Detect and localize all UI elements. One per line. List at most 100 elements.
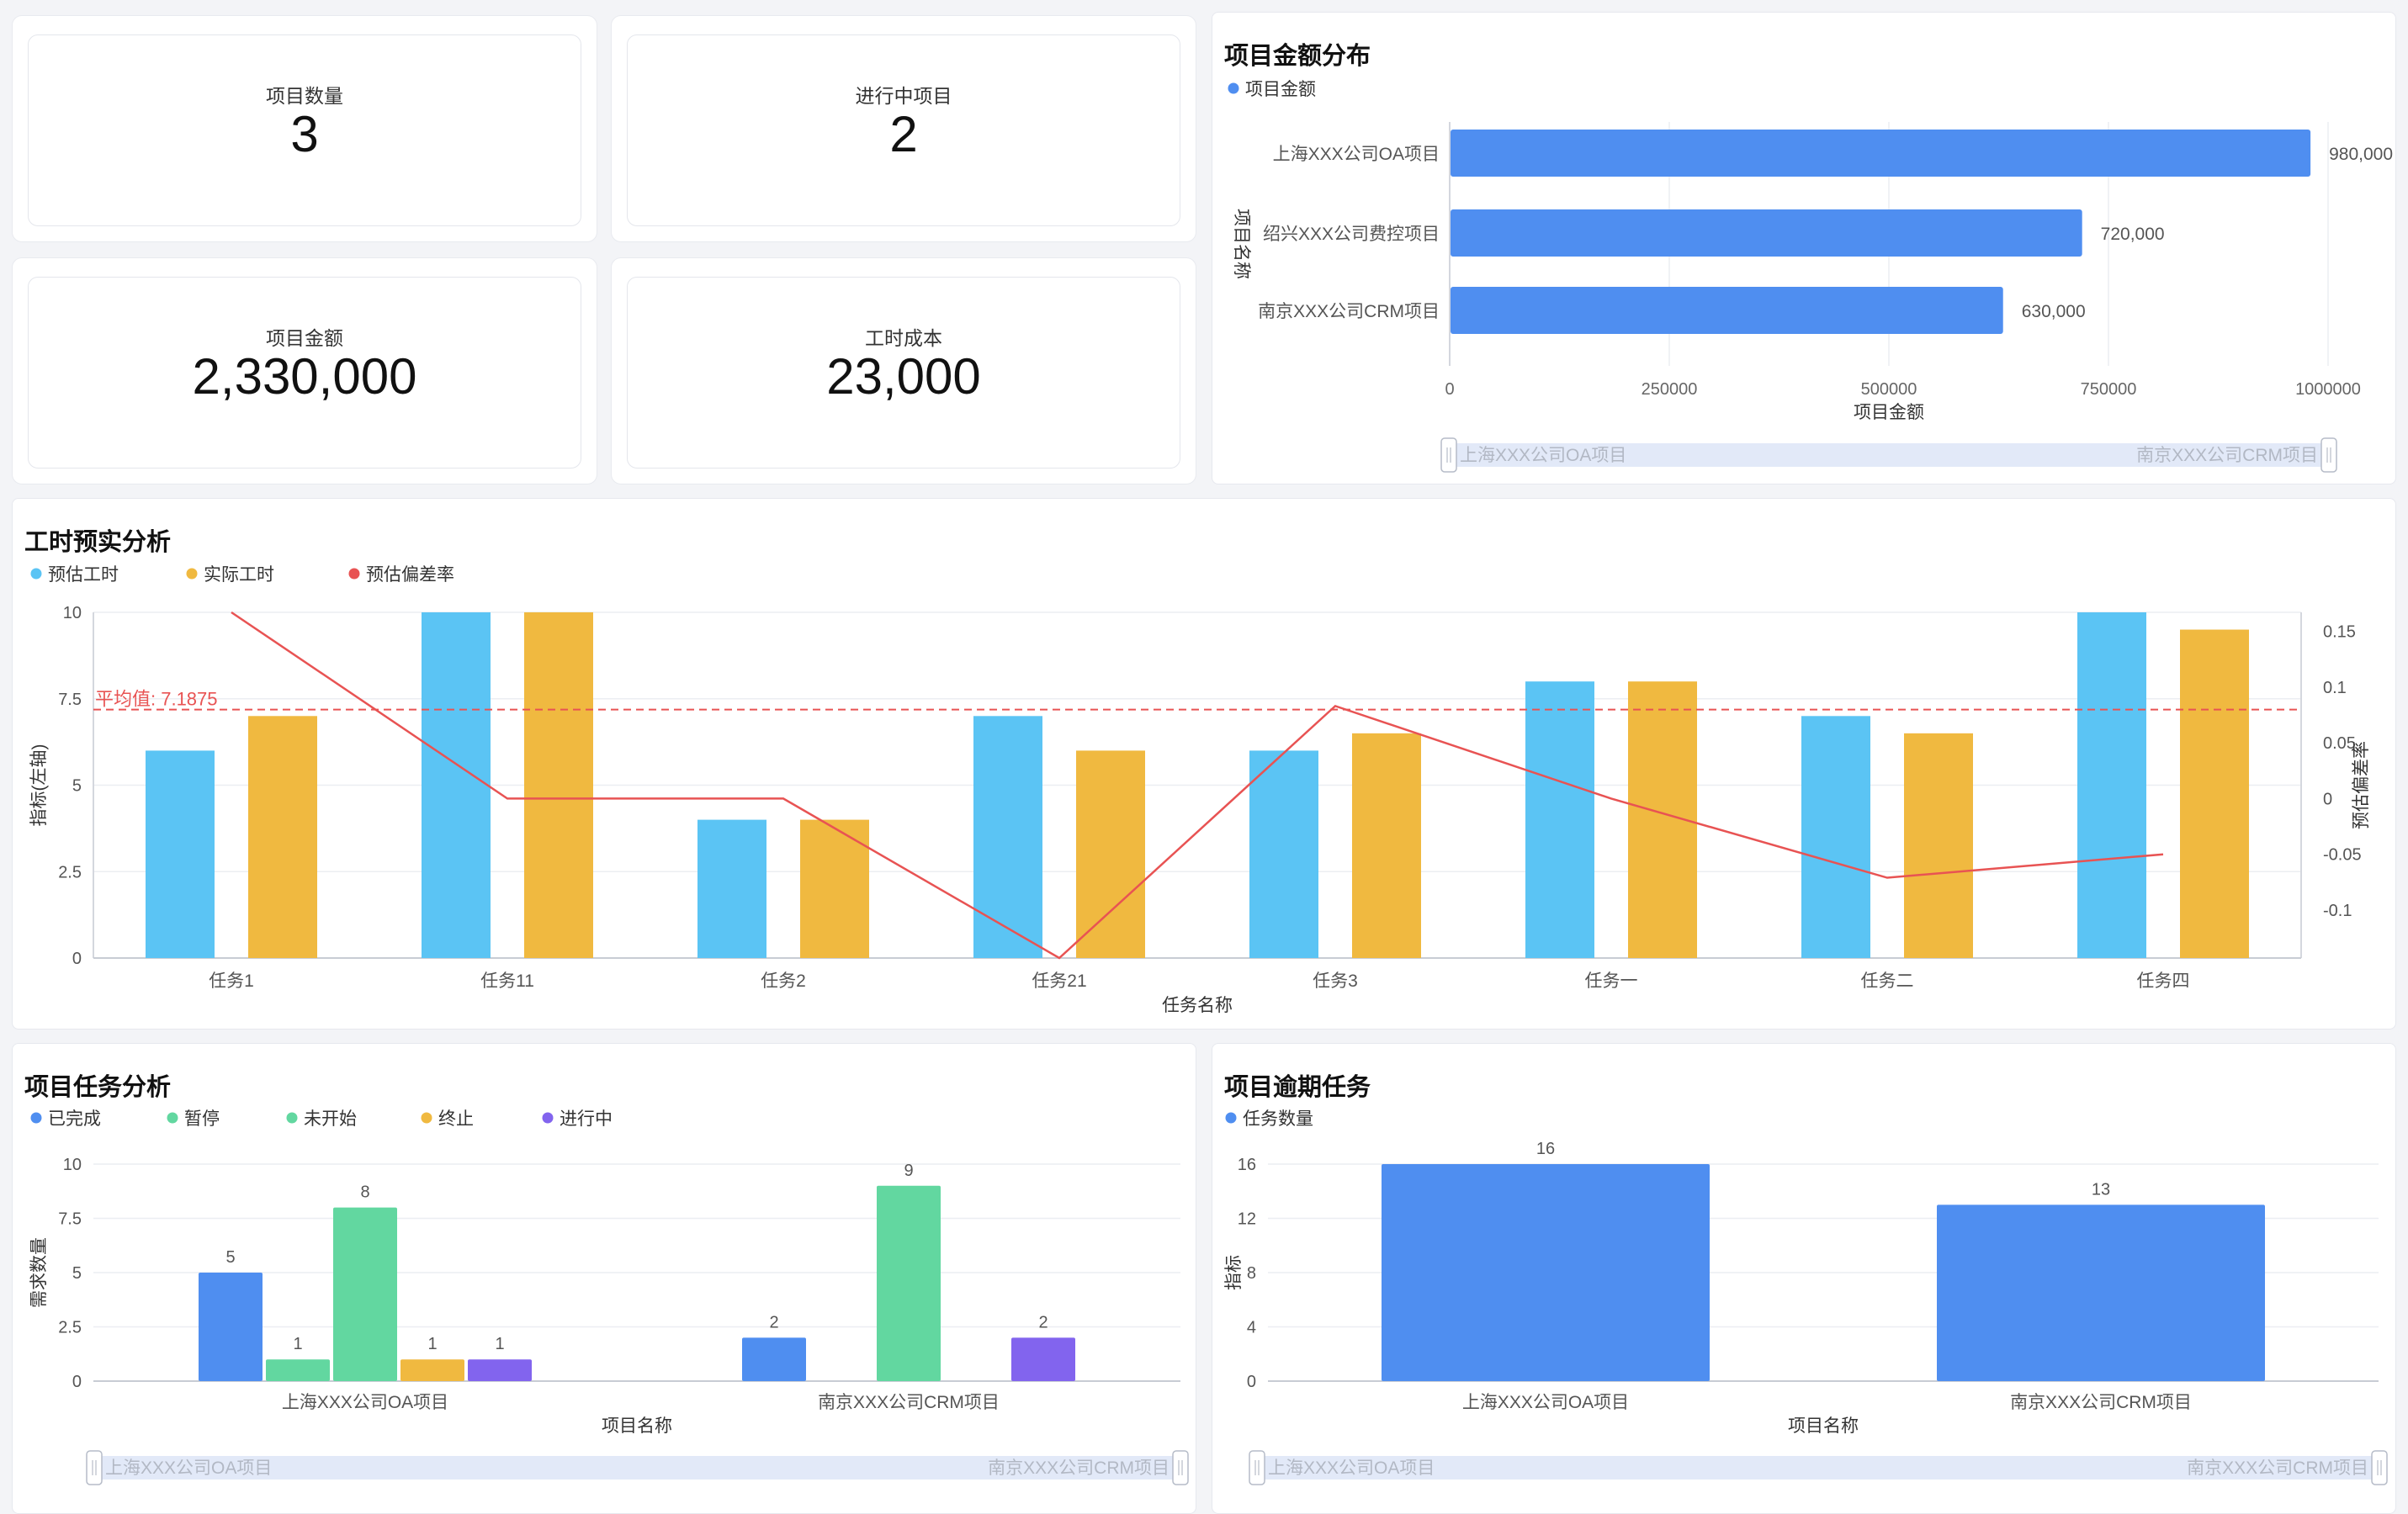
legend-marker bbox=[167, 1112, 178, 1124]
zoom-end-label: 南京XXX公司CRM项目 bbox=[2187, 1458, 2368, 1478]
bar bbox=[1801, 716, 1870, 958]
x-tick-label: 1000000 bbox=[2295, 380, 2361, 399]
legend-label: 预估偏差率 bbox=[366, 565, 454, 585]
legend-marker bbox=[348, 568, 360, 580]
y-axis-title: 指标(左轴) bbox=[29, 744, 49, 827]
x-tick-label: 上海XXX公司OA项目 bbox=[282, 1393, 448, 1412]
y-axis-title: 指标 bbox=[1224, 1255, 1244, 1290]
y-tick-label: 5 bbox=[72, 1264, 82, 1283]
y-category-label: 绍兴XXX公司费控项目 bbox=[1263, 225, 1440, 244]
bar bbox=[2180, 629, 2249, 958]
bar bbox=[1249, 750, 1318, 958]
zoom-start-label: 上海XXX公司OA项目 bbox=[1268, 1458, 1435, 1478]
bar bbox=[266, 1359, 330, 1381]
panel-overdue: 项目逾期任务 任务数量 0 4 8 12 16 16 上海XXX公司OA项目 13 南京XXX公司… bbox=[1212, 1043, 2396, 1514]
y-tick-label: 4 bbox=[1247, 1319, 1256, 1337]
x-tick-label: 任务四 bbox=[2137, 971, 2190, 991]
kpi-card-inner bbox=[28, 34, 581, 226]
y-tick-label: 10 bbox=[63, 604, 82, 622]
y-right-axis-title: 预估偏差率 bbox=[2352, 741, 2371, 829]
bar bbox=[1937, 1204, 2265, 1381]
y-tick-label: 0 bbox=[1247, 1373, 1256, 1391]
overdue-chart: 任务数量048121616上海XXX公司OA项目13南京XXX公司CRM项目项目… bbox=[1224, 1109, 2388, 1485]
bar bbox=[199, 1273, 263, 1381]
panel-amount: 项目金额分布 项目金额 0 250000 500000 750000 1000000 上海X… bbox=[1212, 12, 2396, 484]
bar bbox=[146, 750, 215, 958]
y-axis-title: 项目名称 bbox=[1232, 209, 1251, 279]
kpi-card-labor-cost: 工时成本 23,000 bbox=[611, 257, 1196, 484]
amount-chart: 项目金额 0 250000 500000 750000 1000000 上海XXX公司OA项… bbox=[1228, 80, 2393, 473]
legend-label: 已完成 bbox=[48, 1109, 101, 1129]
x-tick-label: 任务一 bbox=[1585, 971, 1638, 991]
average-line-label: 平均值: 7.1875 bbox=[95, 689, 218, 710]
bar bbox=[468, 1359, 532, 1381]
bar-value-label: 1 bbox=[427, 1335, 437, 1353]
y-tick-label: 8 bbox=[1247, 1264, 1256, 1283]
x-axis-title: 项目金额 bbox=[1854, 403, 1924, 422]
bar-value-label: 16 bbox=[1536, 1140, 1555, 1158]
zoom-slider-handle bbox=[86, 1450, 103, 1485]
panel-title: 项目任务分析 bbox=[24, 1074, 172, 1101]
kpi-card-project-amount: 项目金额 2,330,000 bbox=[12, 257, 597, 484]
kpi-value: 2,330,000 bbox=[192, 348, 417, 405]
legend-marker bbox=[1225, 1112, 1237, 1124]
bar-value-label: 630,000 bbox=[2022, 302, 2086, 321]
legend-marker bbox=[186, 568, 198, 580]
x-tick-label: 500000 bbox=[1861, 380, 1917, 399]
bar bbox=[973, 716, 1042, 958]
y-tick-label: 12 bbox=[1238, 1210, 1256, 1229]
zoom-slider-handle bbox=[1249, 1450, 1265, 1485]
zoom-slider-handle bbox=[1440, 437, 1457, 473]
bar bbox=[400, 1359, 464, 1381]
panel-tasks: 项目任务分析 已完成 暂停 未开始 终止 进行中 0 2.5 5 7.5 10 5 1 8 1 1 上海XXX… bbox=[12, 1043, 1196, 1514]
y-tick-label: 5 bbox=[72, 777, 82, 796]
zoom-slider-handle bbox=[2371, 1450, 2388, 1485]
x-tick-label: 任务1 bbox=[209, 971, 254, 991]
x-tick-label: 任务二 bbox=[1861, 971, 1914, 991]
zoom-slider-handle bbox=[1172, 1450, 1189, 1485]
panel-hours: 工时预实分析 预估工时 实际工时 预估偏差率 0 2.5 5 7.5 10 0.15 0.1 0.0… bbox=[12, 498, 2396, 1030]
zoom-slider-track bbox=[87, 1456, 1188, 1480]
bar bbox=[742, 1337, 806, 1381]
x-tick-label: 南京XXX公司CRM项目 bbox=[2010, 1393, 2192, 1412]
y-right-tick-label: 0.15 bbox=[2323, 623, 2356, 642]
legend-marker bbox=[30, 1112, 42, 1124]
panel-title: 项目逾期任务 bbox=[1224, 1074, 1371, 1101]
legend-label: 进行中 bbox=[560, 1109, 613, 1129]
kpi-label: 进行中项目 bbox=[855, 85, 952, 107]
y-right-tick-label: 0.1 bbox=[2323, 679, 2347, 697]
bar bbox=[248, 716, 317, 958]
y-right-tick-label: 0.05 bbox=[2323, 734, 2356, 753]
bar-value-label: 1 bbox=[495, 1335, 504, 1353]
legend-label: 项目金额 bbox=[1245, 80, 1316, 99]
x-tick-label: 任务11 bbox=[480, 971, 534, 991]
legend-label: 任务数量 bbox=[1243, 1109, 1313, 1129]
x-tick-label: 0 bbox=[1445, 380, 1454, 399]
x-tick-label: 250000 bbox=[1642, 380, 1698, 399]
bar bbox=[2077, 612, 2146, 958]
legend-marker bbox=[421, 1112, 432, 1124]
y-tick-label: 7.5 bbox=[58, 691, 82, 709]
bar-value-label: 720,000 bbox=[2101, 225, 2165, 244]
bar-value-label: 1 bbox=[293, 1335, 302, 1353]
bar-value-label: 2 bbox=[769, 1313, 778, 1331]
kpi-label: 项目数量 bbox=[266, 85, 343, 107]
y-category-label: 南京XXX公司CRM项目 bbox=[1258, 302, 1440, 321]
panel-title: 项目金额分布 bbox=[1224, 43, 1371, 70]
kpi-value: 23,000 bbox=[826, 348, 981, 405]
bar bbox=[1076, 750, 1145, 958]
zoom-slider-track bbox=[1441, 443, 2336, 467]
zoom-start-label: 上海XXX公司OA项目 bbox=[1460, 446, 1626, 465]
y-right-tick-label: 0 bbox=[2323, 790, 2332, 808]
legend-label: 实际工时 bbox=[204, 565, 274, 585]
y-tick-label: 2.5 bbox=[58, 1319, 82, 1337]
x-tick-label: 750000 bbox=[2081, 380, 2137, 399]
y-tick-label: 0 bbox=[72, 1373, 82, 1391]
bar-value-label: 13 bbox=[2092, 1180, 2110, 1199]
legend-marker bbox=[30, 568, 42, 580]
kpi-card-project-count: 项目数量 3 bbox=[12, 15, 597, 242]
bar bbox=[697, 819, 766, 958]
zoom-end-label: 南京XXX公司CRM项目 bbox=[2136, 446, 2318, 465]
x-tick-label: 南京XXX公司CRM项目 bbox=[818, 1393, 1000, 1412]
x-axis-title: 任务名称 bbox=[1162, 996, 1233, 1015]
